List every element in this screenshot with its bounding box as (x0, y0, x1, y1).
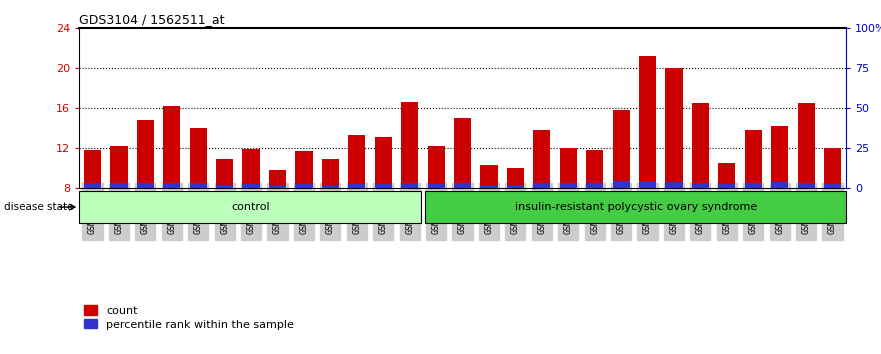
Bar (295, 184, 313, 188)
Bar (797, 103, 815, 183)
Bar (189, 183, 207, 188)
Bar (269, 170, 286, 185)
Bar (454, 183, 471, 188)
Bar (824, 148, 841, 184)
Bar (322, 185, 339, 188)
Text: GDS3104 / 1562511_at: GDS3104 / 1562511_at (79, 13, 225, 26)
Bar (216, 185, 233, 188)
Bar (374, 137, 392, 184)
Bar (454, 118, 471, 183)
Bar (718, 184, 736, 188)
Bar (692, 183, 709, 188)
Legend: count, percentile rank within the sample: count, percentile rank within the sample (79, 301, 299, 334)
Bar (559, 148, 577, 183)
Text: disease state: disease state (4, 202, 74, 212)
Bar (480, 185, 498, 188)
Bar (216, 159, 233, 185)
Bar (824, 184, 841, 188)
Bar (137, 183, 154, 188)
Bar (79, 191, 420, 223)
Text: control: control (232, 202, 270, 212)
Bar (665, 182, 683, 188)
Bar (507, 185, 524, 188)
Bar (426, 191, 846, 223)
Bar (771, 126, 788, 182)
Bar (744, 183, 762, 188)
Bar (586, 183, 603, 188)
Bar (163, 183, 181, 188)
Bar (374, 184, 392, 188)
Bar (744, 130, 762, 183)
Bar (718, 163, 736, 184)
Bar (348, 184, 366, 188)
Bar (295, 151, 313, 184)
Bar (533, 183, 551, 188)
Bar (692, 103, 709, 183)
Bar (322, 159, 339, 185)
Bar (639, 56, 656, 181)
Bar (348, 135, 366, 184)
Bar (163, 106, 181, 183)
Bar (559, 183, 577, 188)
Bar (533, 130, 551, 183)
Bar (401, 102, 418, 183)
Bar (189, 128, 207, 183)
Bar (612, 181, 630, 188)
Bar (269, 185, 286, 188)
Bar (507, 168, 524, 185)
Text: insulin-resistant polycystic ovary syndrome: insulin-resistant polycystic ovary syndr… (515, 202, 758, 212)
Bar (612, 110, 630, 181)
Bar (242, 149, 260, 184)
Bar (427, 146, 445, 184)
Bar (84, 150, 101, 183)
Bar (110, 146, 128, 183)
Bar (110, 183, 128, 188)
Bar (242, 184, 260, 188)
Bar (771, 182, 788, 188)
Bar (586, 150, 603, 183)
Bar (639, 181, 656, 188)
Bar (797, 183, 815, 188)
Bar (480, 165, 498, 185)
Bar (427, 184, 445, 188)
Bar (137, 120, 154, 183)
Bar (84, 183, 101, 188)
Bar (401, 183, 418, 188)
Bar (665, 68, 683, 182)
